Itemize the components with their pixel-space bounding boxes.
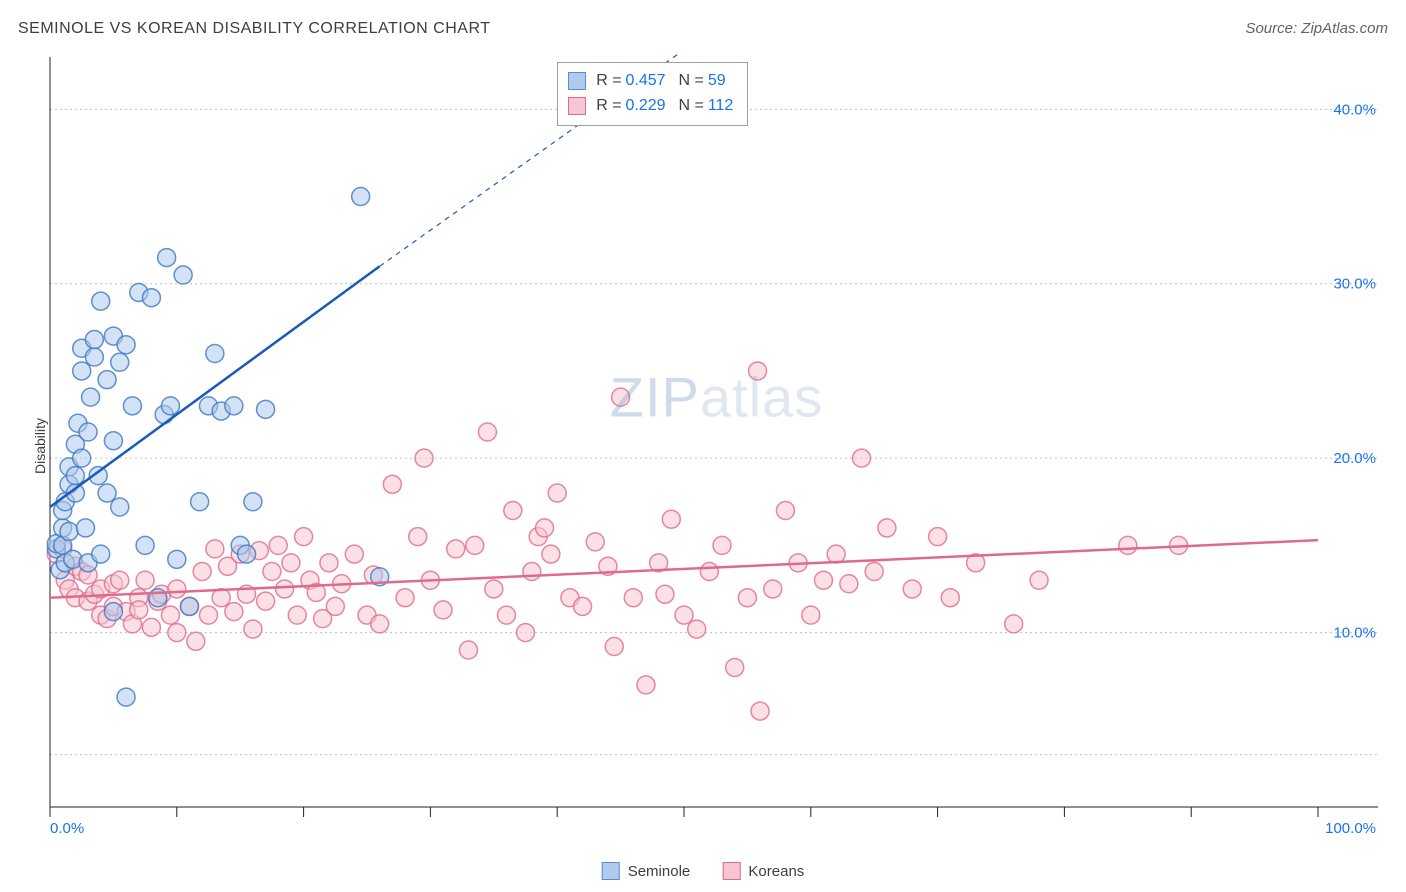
n-label: N = <box>678 69 703 94</box>
svg-text:30.0%: 30.0% <box>1333 276 1376 293</box>
svg-text:0.0%: 0.0% <box>50 820 84 837</box>
scatter-chart: 0.0% 100.0% 10.0% 20.0% 30.0% 40.0% <box>45 52 1388 837</box>
swatch-koreans <box>568 97 586 115</box>
r-value-1: 0.457 <box>626 69 666 94</box>
svg-text:40.0%: 40.0% <box>1333 101 1376 118</box>
stats-row-2: R = 0.229 N = 112 <box>568 94 737 119</box>
r-label: R = <box>596 94 621 119</box>
n-value-2: 112 <box>708 94 734 119</box>
legend-swatch-seminole <box>602 862 620 880</box>
swatch-seminole <box>568 72 586 90</box>
stats-legend-box: R = 0.457 N = 59 R = 0.229 N = 112 <box>557 62 748 126</box>
legend: Seminole Koreans <box>588 862 819 884</box>
n-value-1: 59 <box>708 69 726 94</box>
svg-text:100.0%: 100.0% <box>1325 820 1376 837</box>
r-value-2: 0.229 <box>626 94 666 119</box>
svg-text:20.0%: 20.0% <box>1333 450 1376 467</box>
chart-area: 0.0%100.0%10.0%20.0%30.0%40.0% ZIPatlas … <box>45 52 1388 837</box>
source-label: Source: ZipAtlas.com <box>1245 20 1388 37</box>
n-label: N = <box>678 94 703 119</box>
legend-swatch-koreans <box>722 862 740 880</box>
chart-title: SEMINOLE VS KOREAN DISABILITY CORRELATIO… <box>18 20 1388 38</box>
legend-label-koreans: Koreans <box>748 863 804 880</box>
legend-label-seminole: Seminole <box>628 863 691 880</box>
stats-row-1: R = 0.457 N = 59 <box>568 69 737 94</box>
svg-text:10.0%: 10.0% <box>1333 625 1376 642</box>
legend-item-seminole: Seminole <box>602 862 691 880</box>
legend-item-koreans: Koreans <box>722 862 804 880</box>
r-label: R = <box>596 69 621 94</box>
